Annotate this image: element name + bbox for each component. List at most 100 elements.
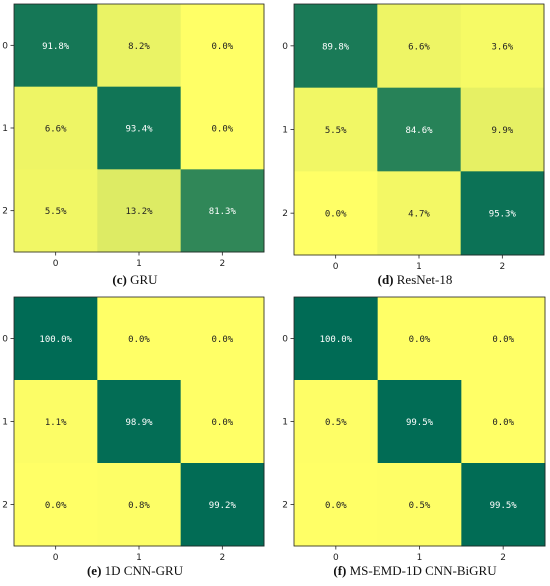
y-tick-label-0: 0 [282,335,288,345]
y-tick-label-1: 1 [282,418,288,428]
x-tick-label-1: 1 [416,262,422,272]
cell-label-2-2: 99.2% [209,501,237,511]
cell-label-2-2: 99.5% [490,501,518,511]
cell-2-0 [294,463,379,547]
x-tick-label-2: 2 [499,262,505,272]
caption-text: 1D CNN-GRU [101,563,184,578]
cell-2-0 [14,463,98,547]
cell-0-2 [180,4,265,88]
caption-resnet18: (d) ResNet-18 [280,272,550,288]
caption-letter: (c) [112,272,127,287]
confusion-matrix-resnet18: 89.8% 6.6% 3.6% 5.5% 84.6% 9.9% 0.0% 4.7% 95.3% 0… [282,3,545,272]
cell-label-1-1: 98.9% [125,418,153,428]
y-tick-label-0: 0 [2,335,8,345]
cell-label-2-1: 4.7% [408,210,430,220]
cell-2-1 [97,463,182,547]
cell-2-1 [377,171,462,256]
x-tick-label-1: 1 [417,553,423,563]
cell-label-2-1: 0.8% [128,501,150,511]
cell-label-2-1: 13.2% [125,207,153,217]
cell-label-1-1: 99.5% [406,418,434,428]
cell-label-1-2: 0.0% [211,418,233,428]
caption-letter: (e) [86,563,102,578]
panel-gru: 91.8% 8.2% 0.0% 6.6% 93.4% 0.0% 5.5% 13.2% 81.3%… [0,0,275,293]
cell-1-0 [14,380,98,464]
cell-label-0-1: 6.6% [408,42,430,52]
y-tick-label-1: 1 [282,126,288,136]
cell-0-0 [294,4,378,89]
x-tick-label-2: 2 [219,553,225,563]
x-tick-label-2: 2 [500,553,506,563]
caption-ms-emd: (f) MS-EMD-1D CNN-BiGRU [280,563,550,579]
cell-2-0 [294,171,378,256]
y-tick-label-1: 1 [2,418,8,428]
cell-0-0 [294,297,379,381]
cell-1-1 [97,86,182,170]
cell-0-1 [97,4,182,88]
cell-1-2 [180,86,265,170]
cell-label-0-1: 0.0% [128,335,150,345]
y-tick-label-2: 2 [2,207,8,217]
cell-0-1 [377,4,462,89]
cell-0-1 [97,297,182,381]
cell-label-0-0: 91.8% [42,42,70,52]
cell-1-1 [377,380,462,464]
cell-label-0-2: 0.0% [492,335,514,345]
cell-1-0 [14,86,98,170]
cell-label-1-0: 6.6% [45,125,67,135]
caption-letter: (f) [333,563,347,578]
cell-2-1 [97,169,182,253]
cell-label-1-1: 84.6% [405,126,433,136]
cell-label-1-2: 0.0% [492,418,514,428]
y-tick-label-2: 2 [282,501,288,511]
cell-2-0 [14,169,98,253]
cell-0-2 [461,297,546,381]
cell-label-2-0: 0.0% [325,501,347,511]
confusion-matrix-1dcnn-gru: 100.0% 0.0% 0.0% 1.1% 98.9% 0.0% 0.0% 0.8% 99.2%… [2,296,265,563]
cell-label-0-0: 89.8% [322,42,350,52]
cell-1-0 [294,380,379,464]
caption-letter: (d) [377,272,394,287]
caption-text: GRU [126,272,158,287]
confusion-matrix-gru: 91.8% 8.2% 0.0% 6.6% 93.4% 0.0% 5.5% 13.2% 81.3%… [2,3,265,269]
cell-label-0-0: 100.0% [320,335,353,345]
y-tick-label-0: 0 [282,42,288,52]
cell-label-0-2: 0.0% [211,335,233,345]
confusion-matrix-ms-emd: 100.0% 0.0% 0.0% 0.5% 99.5% 0.0% 0.0% 0.5% 99.5%… [282,296,546,563]
cell-label-0-2: 3.6% [491,42,513,52]
cell-2-2 [460,171,545,256]
cell-label-1-0: 0.5% [325,418,347,428]
caption-1dcnn-gru: (e) 1D CNN-GRU [0,563,270,579]
y-tick-label-0: 0 [2,41,8,51]
x-tick-label-1: 1 [136,259,142,269]
cell-1-1 [97,380,182,464]
cell-label-0-1: 0.0% [409,335,431,345]
cell-label-0-2: 0.0% [211,42,233,52]
cell-1-1 [377,87,462,172]
cell-label-0-0: 100.0% [39,335,72,345]
cell-1-0 [294,87,378,172]
cell-label-2-1: 0.5% [409,501,431,511]
cell-label-2-0: 0.0% [325,210,347,220]
cell-1-2 [461,380,546,464]
cell-0-0 [14,297,98,381]
cell-2-2 [180,463,265,547]
x-tick-label-0: 0 [333,262,339,272]
cell-label-1-2: 9.9% [491,126,513,136]
cell-0-2 [460,4,545,89]
x-tick-label-0: 0 [53,553,59,563]
cell-label-2-2: 81.3% [209,207,237,217]
cell-label-1-0: 1.1% [45,418,67,428]
cell-label-2-0: 5.5% [45,207,67,217]
cell-2-2 [461,463,546,547]
cell-0-1 [377,297,462,381]
cell-0-0 [14,4,98,88]
cell-label-1-0: 5.5% [325,126,347,136]
cell-2-2 [180,169,265,253]
caption-text: MS-EMD-1D CNN-BiGRU [346,563,497,578]
cell-2-1 [377,463,462,547]
cell-label-1-2: 0.0% [211,125,233,135]
caption-gru: (c) GRU [0,272,270,288]
panel-ms-emd: 100.0% 0.0% 0.0% 0.5% 99.5% 0.0% 0.0% 0.5% 99.5%… [280,293,550,586]
cell-0-2 [180,297,265,381]
